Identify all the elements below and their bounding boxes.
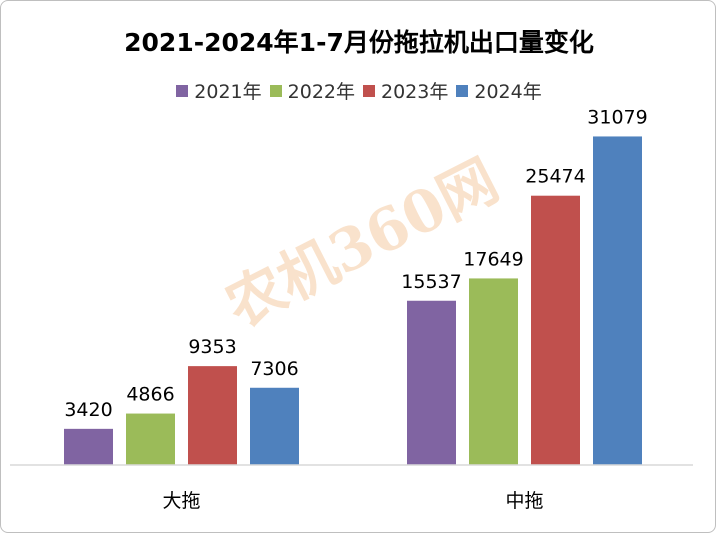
legend-swatch [269, 84, 282, 97]
data-label-1-2: 25474 [525, 166, 585, 188]
data-label-0-0: 3420 [64, 399, 112, 421]
bar-0-2 [188, 366, 237, 465]
legend-label: 2024年 [474, 81, 542, 103]
bar-1-0 [407, 300, 456, 465]
legend-item: 2023年 [363, 77, 448, 104]
legend-item: 2024年 [456, 77, 542, 104]
legend: 2021年 2022年 2023年 2024年 [1, 77, 715, 104]
legend-item: 2022年 [269, 77, 355, 104]
data-label-0-2: 9353 [188, 336, 236, 358]
data-label-0-3: 7306 [250, 358, 298, 380]
bar-1-1 [469, 278, 518, 465]
legend-item: 2021年 [176, 77, 262, 104]
watermark-text: 农机360网 [215, 146, 509, 341]
bar-0-0 [64, 428, 113, 465]
bar-1-2 [531, 195, 580, 465]
legend-swatch [363, 84, 375, 97]
bar-1-3 [593, 136, 642, 466]
chart-title: 2021-2024年1-7月份拖拉机出口量变化 [124, 28, 594, 57]
x-tick-label-1: 中拖 [505, 490, 543, 512]
legend-swatch [456, 84, 469, 97]
x-axis-ticks: 大拖 中拖 [162, 490, 543, 512]
legend-label: 2022年 [287, 81, 355, 103]
bar-0-3 [250, 387, 299, 465]
x-tick-label-0: 大拖 [162, 490, 200, 512]
legend-label: 2021年 [194, 81, 262, 103]
data-label-1-1: 17649 [463, 248, 523, 270]
bar-0-1 [126, 413, 175, 465]
legend-swatch [176, 84, 189, 97]
legend-label: 2023年 [381, 81, 449, 103]
data-label-1-3: 31079 [587, 106, 647, 128]
data-label-0-1: 4866 [126, 384, 174, 406]
watermark: 农机360网 [215, 146, 509, 341]
data-label-1-0: 15537 [401, 271, 461, 293]
